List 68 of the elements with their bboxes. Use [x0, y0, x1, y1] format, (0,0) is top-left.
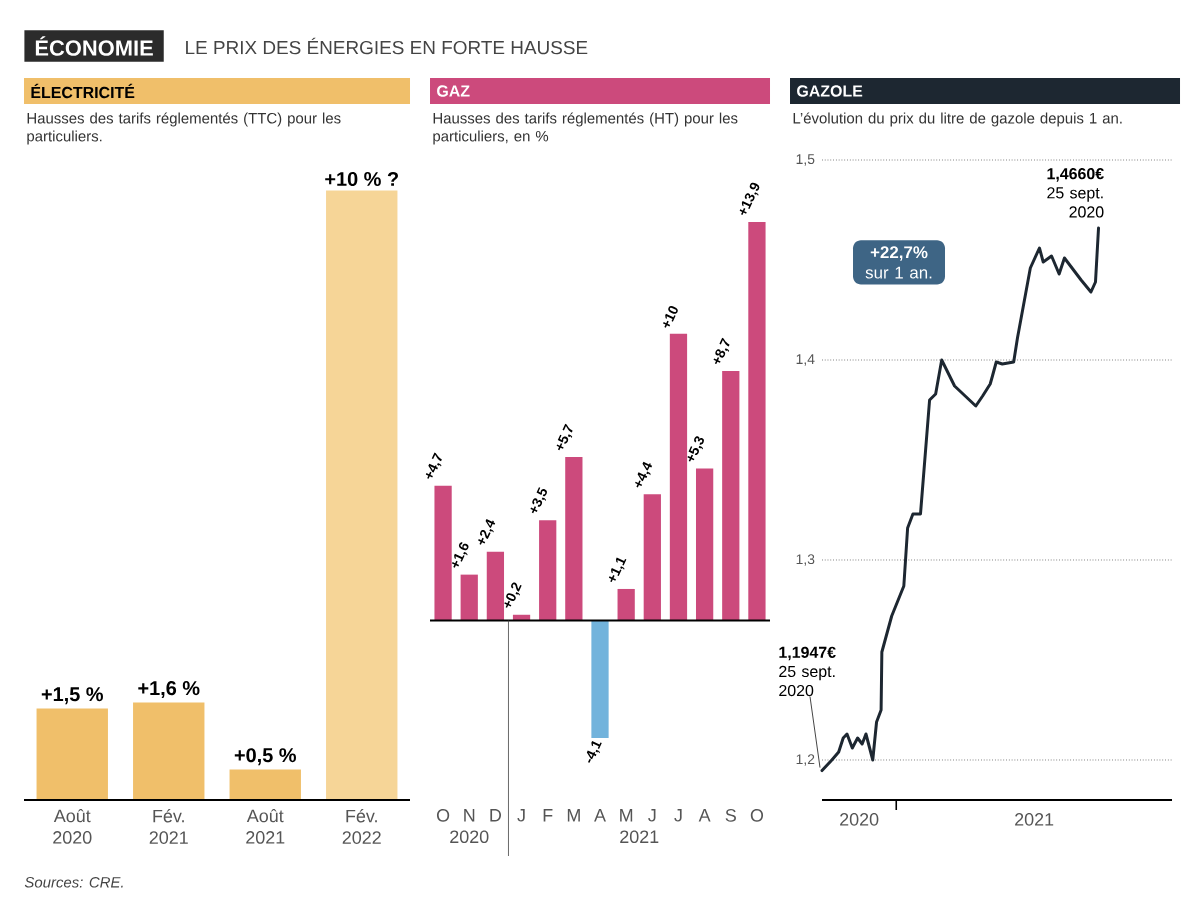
annotation: 1,1947€ 25 sept. 2020	[779, 646, 836, 697]
data-label: +4,4	[635, 461, 653, 488]
x-tick-label: J	[674, 809, 682, 822]
x-tick-label: O	[750, 809, 764, 822]
bar	[643, 494, 661, 621]
x-tick-label: N	[464, 809, 475, 822]
data-label: +1,1	[608, 557, 627, 583]
x-tick-label: O	[436, 809, 450, 822]
bar	[326, 190, 398, 800]
data-label: +1,5 %	[41, 687, 103, 705]
y-tick-label: 1,5	[796, 154, 815, 166]
data-label: +8,7	[713, 337, 730, 365]
text: ÉCONOMIE	[35, 36, 153, 56]
bar	[591, 620, 609, 739]
x-tick-label: 2021	[1015, 813, 1054, 826]
x-tick-label: J	[517, 809, 525, 822]
data-label: +10	[663, 306, 678, 328]
data-label: +13,9	[739, 182, 760, 216]
data-label: +0,2	[504, 582, 522, 608]
bar	[748, 221, 766, 621]
data-label: +5,3	[687, 436, 704, 462]
x-tick-label: F	[543, 809, 553, 822]
x-tick-label: Août 2020	[53, 809, 92, 844]
x-tick-label: A	[594, 809, 606, 822]
y-tick-label: 1,4	[796, 354, 815, 366]
bar	[617, 588, 635, 621]
x-tick-label: Août 2021	[246, 809, 285, 844]
bar	[133, 702, 205, 800]
bar	[565, 457, 583, 621]
bar	[669, 333, 688, 621]
x-tick-label: S	[725, 809, 736, 822]
x-tick-label: 2020	[840, 813, 879, 826]
x-tick-label: Fév. 2022	[342, 809, 381, 844]
data-label: +1,6	[451, 542, 469, 568]
chart-title: ÉLECTRICITÉ	[31, 83, 135, 99]
data-label: +2,4	[478, 519, 496, 545]
data-label: +5,7	[556, 423, 573, 451]
chart-title: GAZOLE	[797, 85, 863, 97]
annotation: +22,7% sur 1 an.	[865, 246, 932, 279]
chart-subtitle: Hausses des tarifs réglementés (TTC) pour les particuliers.	[27, 112, 341, 145]
bar	[486, 551, 505, 621]
chart-title: GAZ	[437, 85, 470, 97]
x-tick-label: M	[620, 809, 633, 822]
bar	[722, 371, 740, 621]
data-label: +3,5	[530, 487, 547, 514]
text: LE PRIX DES ÉNERGIES EN FORTE HAUSSE	[186, 37, 588, 55]
x-tick-label: Fév. 2021	[149, 809, 188, 844]
bar	[695, 468, 714, 621]
bar	[36, 708, 108, 800]
x-tick-label: D	[490, 809, 502, 822]
data-label: +10 % ?	[325, 171, 398, 187]
data-label: -4,1	[586, 741, 602, 763]
bar	[229, 769, 301, 800]
y-tick-label: 1,3	[796, 554, 815, 566]
bar	[434, 485, 452, 621]
x-tick-label: M	[567, 809, 580, 822]
source-note: Sources: CRE.	[24, 877, 123, 888]
bar	[539, 520, 557, 621]
x-tick-label: J	[648, 809, 656, 822]
data-label: +1,6 %	[138, 681, 200, 699]
chart-subtitle: Hausses des tarifs réglementés (HT) pour les particuliers, en %	[433, 112, 738, 145]
x-tick-label: A	[698, 809, 711, 822]
data-label: +0,5 %	[234, 748, 296, 766]
bar	[460, 574, 478, 621]
chart-subtitle: L’évolution du prix du litre de gazole depuis 1 an.	[793, 112, 1122, 127]
data-label: +4,7	[425, 452, 442, 479]
annotation: 1,4660€ 25 sept. 2020	[1047, 168, 1104, 218]
y-tick-label: 1,2	[796, 754, 815, 766]
